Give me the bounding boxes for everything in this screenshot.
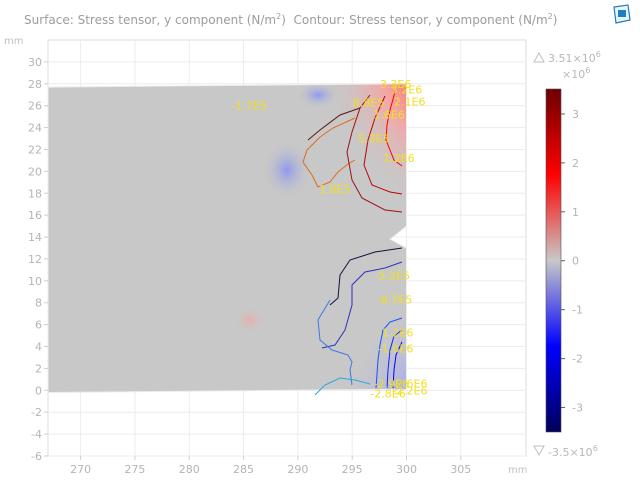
contour-label: 3.3E6	[380, 78, 411, 91]
contour-label: 1.2E6	[383, 152, 414, 165]
domain-outline	[47, 83, 407, 394]
plot-title: Surface: Stress tensor, y component (N/m…	[24, 12, 557, 27]
contour-unit-close: )	[552, 13, 558, 27]
contour-line-blue-1	[321, 261, 403, 349]
y-tick-label: 18	[28, 187, 42, 200]
y-tick-label: 26	[28, 100, 42, 113]
contour-line-dark-1	[307, 107, 361, 141]
contour-label: 1.8E5	[319, 183, 350, 196]
contour-label: -1.2E6	[378, 326, 413, 339]
contour-line-cyan	[314, 377, 371, 396]
x-tick-label: 285	[233, 463, 254, 476]
y-tick-label: -4	[31, 428, 42, 441]
x-tick-label: 295	[342, 463, 363, 476]
colorbar-max-triangle-icon	[533, 51, 545, 63]
colorbar-gradient	[545, 88, 562, 433]
app-logo-icon	[613, 4, 631, 24]
surface-red-blob	[232, 306, 268, 334]
y-tick-label: 24	[28, 122, 42, 135]
contour-line-dark-2	[329, 247, 403, 306]
x-tick-label: 275	[124, 463, 145, 476]
colorbar-min-exponent: 6	[593, 444, 598, 453]
colorbar-scale-mantissa: ×10	[562, 68, 585, 81]
x-axis: 270 275 280 285 290 295 300 305	[70, 456, 471, 476]
y-tick-label: 14	[28, 231, 42, 244]
surface-blue-blob-upper	[296, 83, 340, 109]
contour-line-blue-5	[392, 341, 403, 389]
surface-blue-blob-mid	[262, 140, 312, 200]
colorbar-tick-label: -2	[572, 353, 583, 366]
contour-label: -5.2E5	[375, 269, 410, 282]
contour-label: -2.2E6	[392, 384, 427, 397]
contour-label: -2.9E6	[374, 378, 409, 391]
y-tick-label: 0	[35, 384, 42, 397]
contour-label: 1.6E6	[373, 108, 404, 121]
contour-label: -2.6E6	[392, 378, 427, 391]
contour-line-red-2	[363, 95, 403, 195]
y-tick-label: -6	[31, 450, 42, 463]
surface-title: Surface: Stress tensor, y component (N/m	[24, 13, 277, 27]
contour-label: 2.1E6	[394, 95, 425, 108]
y-tick-label: 28	[28, 78, 42, 91]
y-tick-label: 4	[35, 341, 42, 354]
x-axis-unit: mm	[508, 465, 527, 476]
surface-unit-exponent: 2	[276, 12, 282, 21]
x-tick-label: 300	[396, 463, 417, 476]
colorbar-min-mantissa: -3.5×10	[548, 446, 593, 459]
contour-line-orange	[302, 117, 356, 188]
colorbar-max-mantissa: 3.51×10	[548, 52, 596, 65]
x-tick-label: 280	[179, 463, 200, 476]
contour-label: 5.3E5	[358, 133, 389, 146]
contour-label: -1.6E6	[378, 343, 413, 356]
colorbar-tick-label: 0	[572, 255, 579, 268]
contour-line-blue-2	[317, 299, 353, 386]
surface-hot-zone	[292, 83, 407, 225]
surface-unit-close: )	[281, 13, 286, 27]
y-tick-label: 2	[35, 362, 42, 375]
contour-line-red-1	[346, 94, 403, 213]
contour-line-blue-3	[375, 317, 403, 389]
y-tick-label: 8	[35, 297, 42, 310]
contour-line-blue-4	[386, 329, 403, 389]
y-tick-label: 12	[28, 253, 42, 266]
x-tick-label: 305	[450, 463, 471, 476]
contour-label: -2.8E6	[370, 388, 405, 401]
y-tick-label: 6	[35, 319, 42, 332]
y-tick-label: 22	[28, 143, 42, 156]
y-tick-label: 30	[28, 56, 42, 69]
contour-label: -8.7E5	[377, 293, 412, 306]
colorbar-min-label: -3.5×106	[548, 444, 598, 459]
x-tick-label: 290	[287, 463, 308, 476]
colorbar-max-label: 3.51×106	[548, 50, 601, 65]
colorbar-min-triangle-icon	[533, 445, 545, 457]
y-axis-unit: mm	[4, 36, 23, 47]
colorbar-tick-label: 3	[572, 108, 579, 121]
y-tick-label: 10	[28, 275, 42, 288]
colorbar-tick-label: -1	[572, 304, 583, 317]
colorbar-tick-label: -3	[572, 402, 583, 415]
contour-unit-exponent: 2	[547, 12, 553, 21]
surface-cold-zone	[302, 240, 407, 393]
contour-lines	[302, 91, 403, 396]
contour-line-red-3	[385, 91, 403, 167]
colorbar-scale-exponent: 6	[585, 66, 590, 75]
colorbar-max-exponent: 6	[596, 50, 601, 59]
colorbar-ticks: -3 -2 -1 0 1 2 3	[561, 108, 583, 415]
x-tick-label: 270	[70, 463, 91, 476]
contour-label: -1.7E5	[231, 100, 266, 113]
contour-title: Contour: Stress tensor, y component (N/m	[293, 13, 548, 27]
contour-label: 3.2E6	[391, 83, 422, 96]
stress-surface	[48, 83, 407, 393]
contour-label: 8.8E5	[353, 96, 384, 109]
y-tick-label: -2	[31, 406, 42, 419]
colorbar-scale-label: ×106	[562, 66, 590, 81]
y-tick-label: 20	[28, 165, 42, 178]
y-tick-label: 16	[28, 209, 42, 222]
colorbar-tick-label: 2	[572, 157, 579, 170]
colorbar-tick-label: 1	[572, 206, 579, 219]
